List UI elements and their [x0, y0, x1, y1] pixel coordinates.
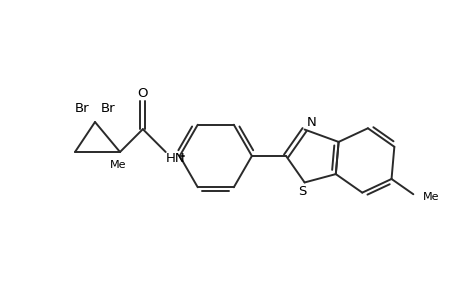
Text: S: S: [298, 185, 306, 198]
Text: Me: Me: [422, 192, 439, 202]
Text: N: N: [306, 116, 316, 129]
Text: HN: HN: [166, 152, 185, 164]
Text: Br: Br: [74, 101, 89, 115]
Text: Br: Br: [101, 101, 115, 115]
Text: O: O: [137, 87, 148, 100]
Text: Me: Me: [110, 160, 126, 170]
